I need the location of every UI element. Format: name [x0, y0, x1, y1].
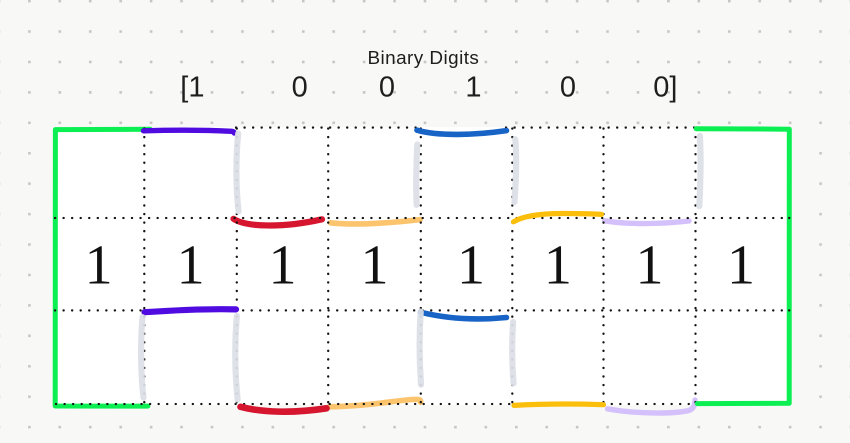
svg-text:1: 1: [85, 235, 113, 297]
svg-text:1: 1: [544, 235, 572, 297]
svg-text:0]: 0]: [653, 72, 677, 104]
svg-text:0: 0: [560, 72, 576, 104]
svg-text:1: 1: [636, 235, 664, 297]
svg-text:1: 1: [465, 72, 481, 104]
svg-text:[1: [1: [180, 72, 204, 104]
svg-text:1: 1: [457, 235, 485, 297]
svg-text:Binary Digits: Binary Digits: [367, 48, 479, 69]
svg-text:1: 1: [361, 235, 389, 297]
svg-text:1: 1: [269, 235, 297, 297]
svg-text:1: 1: [177, 235, 205, 297]
svg-text:0: 0: [292, 72, 308, 104]
svg-text:1: 1: [727, 235, 755, 297]
svg-text:0: 0: [379, 72, 395, 104]
